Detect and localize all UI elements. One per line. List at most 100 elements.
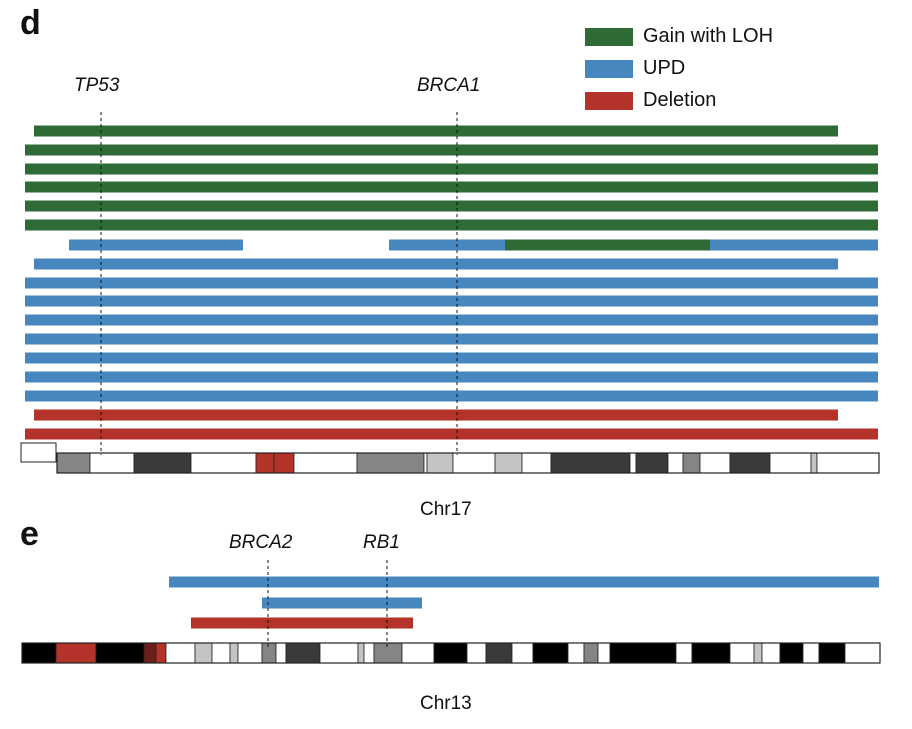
chr13-band-12 xyxy=(285,642,321,664)
chr13-band-18 xyxy=(433,642,468,664)
legend-swatch-upd xyxy=(585,59,633,78)
segment-e-upd-1 xyxy=(262,597,422,609)
segment-d-gain-2 xyxy=(25,163,878,175)
legend-swatch-deletion xyxy=(585,91,633,110)
chr13-band-13 xyxy=(319,642,359,664)
chr13-band-0 xyxy=(21,642,57,664)
chr13-band-26 xyxy=(609,642,677,664)
chr17-band-4 xyxy=(255,452,275,474)
segment-d-upd-9 xyxy=(34,258,838,270)
chr13-band-28 xyxy=(691,642,731,664)
chr13-band-4 xyxy=(155,642,167,664)
chr13-band-14 xyxy=(357,642,365,664)
segment-d-del-18 xyxy=(25,428,878,440)
segment-d-gain-8 xyxy=(505,239,710,251)
legend-label-deletion: Deletion xyxy=(643,89,717,111)
chr17-band-17 xyxy=(682,452,701,474)
chr17-band-7 xyxy=(356,452,425,474)
legend-label-gain: Gain with LOH xyxy=(643,25,774,47)
chr17-band-5 xyxy=(273,452,295,474)
chr13-band-24 xyxy=(583,642,599,664)
chr13-band-1 xyxy=(55,642,97,664)
segment-e-del-2 xyxy=(191,617,413,629)
chr13-band-10 xyxy=(261,642,277,664)
segment-d-upd-6 xyxy=(69,239,243,251)
chr13-band-6 xyxy=(194,642,213,664)
chr13-band-34 xyxy=(818,642,846,664)
chr13-band-29 xyxy=(729,642,755,664)
segment-d-upd-16 xyxy=(25,390,878,402)
legend-swatch-gain xyxy=(585,27,633,46)
chr13-band-22 xyxy=(532,642,569,664)
chr13-band-31 xyxy=(761,642,781,664)
chr17-band-8 xyxy=(423,452,428,474)
chr13-band-19 xyxy=(466,642,487,664)
legend-upd: UPD xyxy=(585,57,685,80)
chr17-band-21 xyxy=(810,452,818,474)
segment-d-upd-14 xyxy=(25,352,878,364)
legend-label-upd: UPD xyxy=(643,57,686,79)
segment-d-upd-12 xyxy=(25,314,878,326)
chr13-band-27 xyxy=(675,642,693,664)
chr13-band-2 xyxy=(95,642,145,664)
segment-d-gain-0 xyxy=(34,125,838,137)
chr17-band-10 xyxy=(452,452,496,474)
panel-letter-d: d xyxy=(20,4,41,42)
segment-d-gain-5 xyxy=(25,219,878,231)
chr13-band-8 xyxy=(229,642,239,664)
chr13-band-20 xyxy=(485,642,513,664)
chr17-band-20 xyxy=(769,452,812,474)
segment-d-upd-13 xyxy=(25,333,878,345)
chr13-band-21 xyxy=(511,642,534,664)
chr13-band-30 xyxy=(753,642,763,664)
chr13-band-33 xyxy=(802,642,820,664)
chr17-band-13 xyxy=(550,452,631,474)
chr17-band-1 xyxy=(89,452,135,474)
chr17-p-arm-tip xyxy=(20,442,57,463)
gene-label-tp53: TP53 xyxy=(74,75,120,96)
chr17-outline xyxy=(56,452,880,474)
gene-label-brca1: BRCA1 xyxy=(417,75,481,96)
chromosome-label-chr13: Chr13 xyxy=(420,693,472,714)
chr17-band-16 xyxy=(667,452,684,474)
chr13-band-11 xyxy=(275,642,287,664)
gene-label-rb1: RB1 xyxy=(363,532,400,553)
chr17-band-2 xyxy=(133,452,192,474)
segment-d-gain-1 xyxy=(25,144,878,156)
chr13-band-16 xyxy=(373,642,403,664)
chr17-band-3 xyxy=(190,452,257,474)
segment-e-upd-0 xyxy=(169,576,879,588)
chr17-band-6 xyxy=(293,452,358,474)
chr13-band-23 xyxy=(567,642,585,664)
chr13-band-5 xyxy=(165,642,196,664)
chr17-band-0 xyxy=(56,452,91,474)
segment-d-upd-10 xyxy=(25,277,878,289)
chr17-band-19 xyxy=(729,452,771,474)
chr13-band-9 xyxy=(237,642,263,664)
chr13-band-25 xyxy=(597,642,611,664)
legend-deletion: Deletion xyxy=(585,89,716,112)
chr17-band-9 xyxy=(426,452,454,474)
chr17-band-22 xyxy=(816,452,880,474)
chr17-band-12 xyxy=(521,452,552,474)
segment-d-del-17 xyxy=(34,409,838,421)
chr13-band-35 xyxy=(844,642,881,664)
gene-label-brca2: BRCA2 xyxy=(229,532,293,553)
chr13-band-7 xyxy=(211,642,231,664)
chr13-band-15 xyxy=(363,642,375,664)
chr13-band-3 xyxy=(143,642,157,664)
chromosome-label-chr17: Chr17 xyxy=(420,499,472,520)
legend-gain-with-loh: Gain with LOH xyxy=(585,25,773,48)
chr17-band-11 xyxy=(494,452,523,474)
segment-d-upd-11 xyxy=(25,295,878,307)
segment-d-upd-15 xyxy=(25,371,878,383)
chr17-band-15 xyxy=(635,452,669,474)
chr13-outline xyxy=(21,642,881,664)
chr17-band-14 xyxy=(629,452,637,474)
chr13-band-17 xyxy=(401,642,435,664)
chr13-band-32 xyxy=(779,642,804,664)
segment-d-gain-4 xyxy=(25,200,878,212)
segment-d-gain-3 xyxy=(25,181,878,193)
panel-letter-e: e xyxy=(20,515,39,553)
